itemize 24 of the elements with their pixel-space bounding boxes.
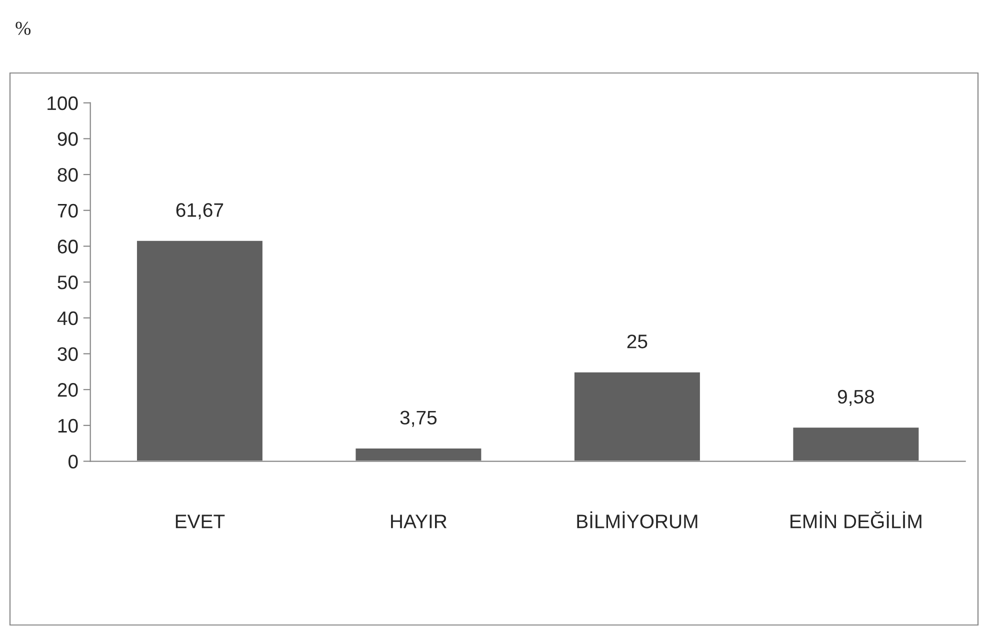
y-tick-label: 20 [58,383,78,397]
y-tick-label: 70 [58,204,78,218]
data-label: 61,67 [176,203,224,220]
bar [136,240,264,462]
bar [573,370,702,462]
y-tick-label: 60 [58,240,78,254]
y-tick-label: 50 [58,276,78,290]
y-axis-title: % [16,22,31,35]
x-tick-label: EVET [176,514,225,528]
x-tick-label: BİLMİYORUM [577,511,698,528]
x-tick-label: HAYIR [391,514,447,528]
x-tick-label: EMİN DEĞİLİM [790,511,922,528]
y-tick-label: 100 [48,96,78,110]
data-label: 9,58 [838,390,874,406]
data-label: 25 [627,334,648,348]
y-tick-label: 0 [68,454,78,468]
bar [354,447,483,462]
bar [792,426,920,462]
y-tick-label: 30 [58,347,78,361]
y-tick-label: 90 [58,132,78,146]
y-tick-label: 80 [58,168,78,182]
y-tick-label: 40 [57,311,78,326]
data-label: 3,75 [400,410,437,427]
y-tick-label: 10 [58,418,78,433]
